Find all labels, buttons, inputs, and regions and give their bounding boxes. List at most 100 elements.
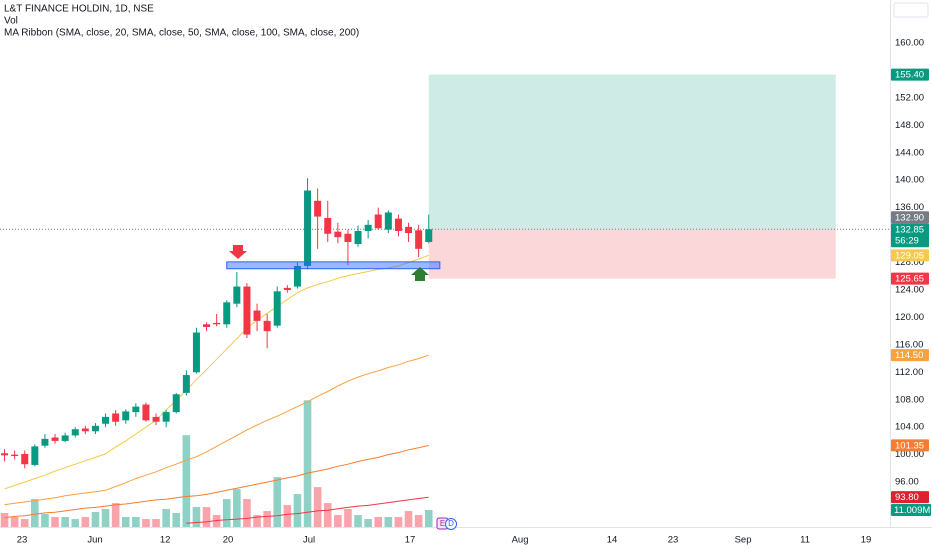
price-badge bbox=[891, 349, 929, 362]
volume-bar bbox=[71, 519, 80, 527]
y-tick-label: 120.00 bbox=[895, 312, 924, 323]
candle-body bbox=[415, 230, 423, 249]
x-tick-label: 23 bbox=[17, 535, 28, 546]
price-badge-label: 129.05 bbox=[895, 250, 924, 261]
volume-bar bbox=[424, 510, 433, 527]
volume-bar bbox=[334, 515, 342, 527]
price-badge-label: 101.35 bbox=[895, 440, 924, 451]
price-badge bbox=[891, 211, 929, 224]
price-badge-label: 132.85 bbox=[895, 224, 924, 235]
volume-bar bbox=[81, 517, 90, 527]
y-tick-label: 140.00 bbox=[895, 175, 924, 186]
candle-body bbox=[91, 425, 99, 432]
candle-body bbox=[51, 437, 59, 441]
volume-bar bbox=[414, 515, 423, 527]
x-tick-label: 11 bbox=[800, 535, 810, 546]
price-badge-label: 114.50 bbox=[895, 350, 923, 361]
x-tick-label: 17 bbox=[405, 535, 416, 546]
candle-body bbox=[233, 286, 241, 304]
countdown-label: 56:29 bbox=[895, 235, 919, 246]
candle-body bbox=[61, 435, 69, 441]
y-tick-label: 108.00 bbox=[895, 394, 924, 405]
candle-body bbox=[192, 332, 200, 373]
target-area bbox=[428, 74, 836, 230]
volume-badge-label: 11.009M bbox=[894, 505, 930, 516]
candle-body bbox=[253, 310, 261, 321]
candle-body bbox=[203, 324, 211, 328]
y-tick-label: 116.00 bbox=[895, 339, 923, 350]
candle-body bbox=[102, 416, 110, 424]
candle-body bbox=[172, 394, 180, 413]
x-tick-label: 23 bbox=[668, 535, 679, 546]
candle-body bbox=[324, 217, 332, 234]
x-tick-label: Aug bbox=[512, 535, 529, 546]
volume-bar bbox=[91, 512, 100, 527]
y-tick-label: 96.00 bbox=[895, 477, 919, 488]
candle-body bbox=[374, 214, 382, 229]
volume-bar bbox=[293, 494, 302, 527]
candle-body bbox=[293, 265, 301, 287]
candle-body bbox=[41, 438, 49, 446]
volume-bar bbox=[233, 489, 241, 527]
y-tick-label: 100.00 bbox=[895, 449, 924, 460]
volume-badge bbox=[891, 504, 931, 517]
dividend-marker[interactable] bbox=[445, 518, 457, 530]
volume-bar bbox=[142, 519, 150, 527]
y-tick-label: 112.00 bbox=[895, 367, 923, 378]
candle-body bbox=[314, 200, 322, 217]
candle-body bbox=[243, 286, 251, 335]
volume-bar bbox=[323, 503, 332, 527]
volume-bar bbox=[41, 514, 49, 527]
x-tick-label: 14 bbox=[607, 535, 618, 546]
candle-body bbox=[21, 453, 29, 465]
volume-bar bbox=[20, 519, 29, 527]
x-tick-label: Jul bbox=[303, 535, 315, 546]
y-tick-label: 144.00 bbox=[895, 147, 924, 158]
volume-bar bbox=[263, 511, 271, 527]
down-arrow bbox=[229, 245, 247, 259]
candle-body bbox=[31, 446, 39, 465]
volume-bar bbox=[384, 517, 393, 527]
earnings-label: E bbox=[440, 519, 445, 528]
volume-bar bbox=[111, 503, 120, 527]
candle-body bbox=[142, 404, 150, 421]
candle-body bbox=[81, 428, 89, 432]
volume-bar bbox=[182, 435, 191, 527]
stop-area bbox=[428, 229, 836, 279]
price-badge-label: 125.65 bbox=[895, 274, 924, 285]
candle-body bbox=[132, 406, 140, 413]
price-badge bbox=[891, 272, 929, 285]
volume-bar bbox=[283, 505, 292, 527]
dividend-label: D bbox=[448, 519, 454, 528]
support-zone bbox=[226, 261, 441, 270]
settings-box[interactable] bbox=[893, 2, 929, 18]
moving-average bbox=[4, 254, 429, 490]
price-badge bbox=[891, 223, 929, 248]
candle-body bbox=[283, 287, 291, 290]
volume-bar bbox=[374, 517, 383, 527]
candle-body bbox=[11, 454, 19, 456]
volume-bar bbox=[172, 513, 181, 527]
indicator-legend: MA Ribbon (SMA, close, 20, SMA, close, 5… bbox=[4, 28, 359, 39]
candle-body bbox=[122, 411, 130, 421]
up-arrow bbox=[411, 267, 429, 281]
y-tick-label: 104.00 bbox=[895, 422, 924, 433]
price-badge bbox=[891, 68, 929, 81]
x-tick-label: 19 bbox=[861, 535, 872, 546]
volume-bar bbox=[364, 519, 372, 527]
candle-body bbox=[334, 231, 342, 238]
candle-body bbox=[223, 302, 231, 325]
volume-bar bbox=[31, 499, 39, 527]
volume-bar bbox=[243, 499, 251, 527]
y-tick-label: 148.00 bbox=[895, 120, 924, 131]
candle-body bbox=[112, 413, 120, 422]
volume-bar bbox=[152, 519, 160, 527]
volume-bar bbox=[303, 400, 312, 527]
candle-body bbox=[344, 233, 352, 242]
price-badge bbox=[891, 491, 929, 504]
price-badge bbox=[891, 249, 929, 262]
volume-bar bbox=[344, 509, 352, 527]
y-tick-label: 128.00 bbox=[895, 257, 924, 268]
candle-body bbox=[273, 291, 281, 326]
